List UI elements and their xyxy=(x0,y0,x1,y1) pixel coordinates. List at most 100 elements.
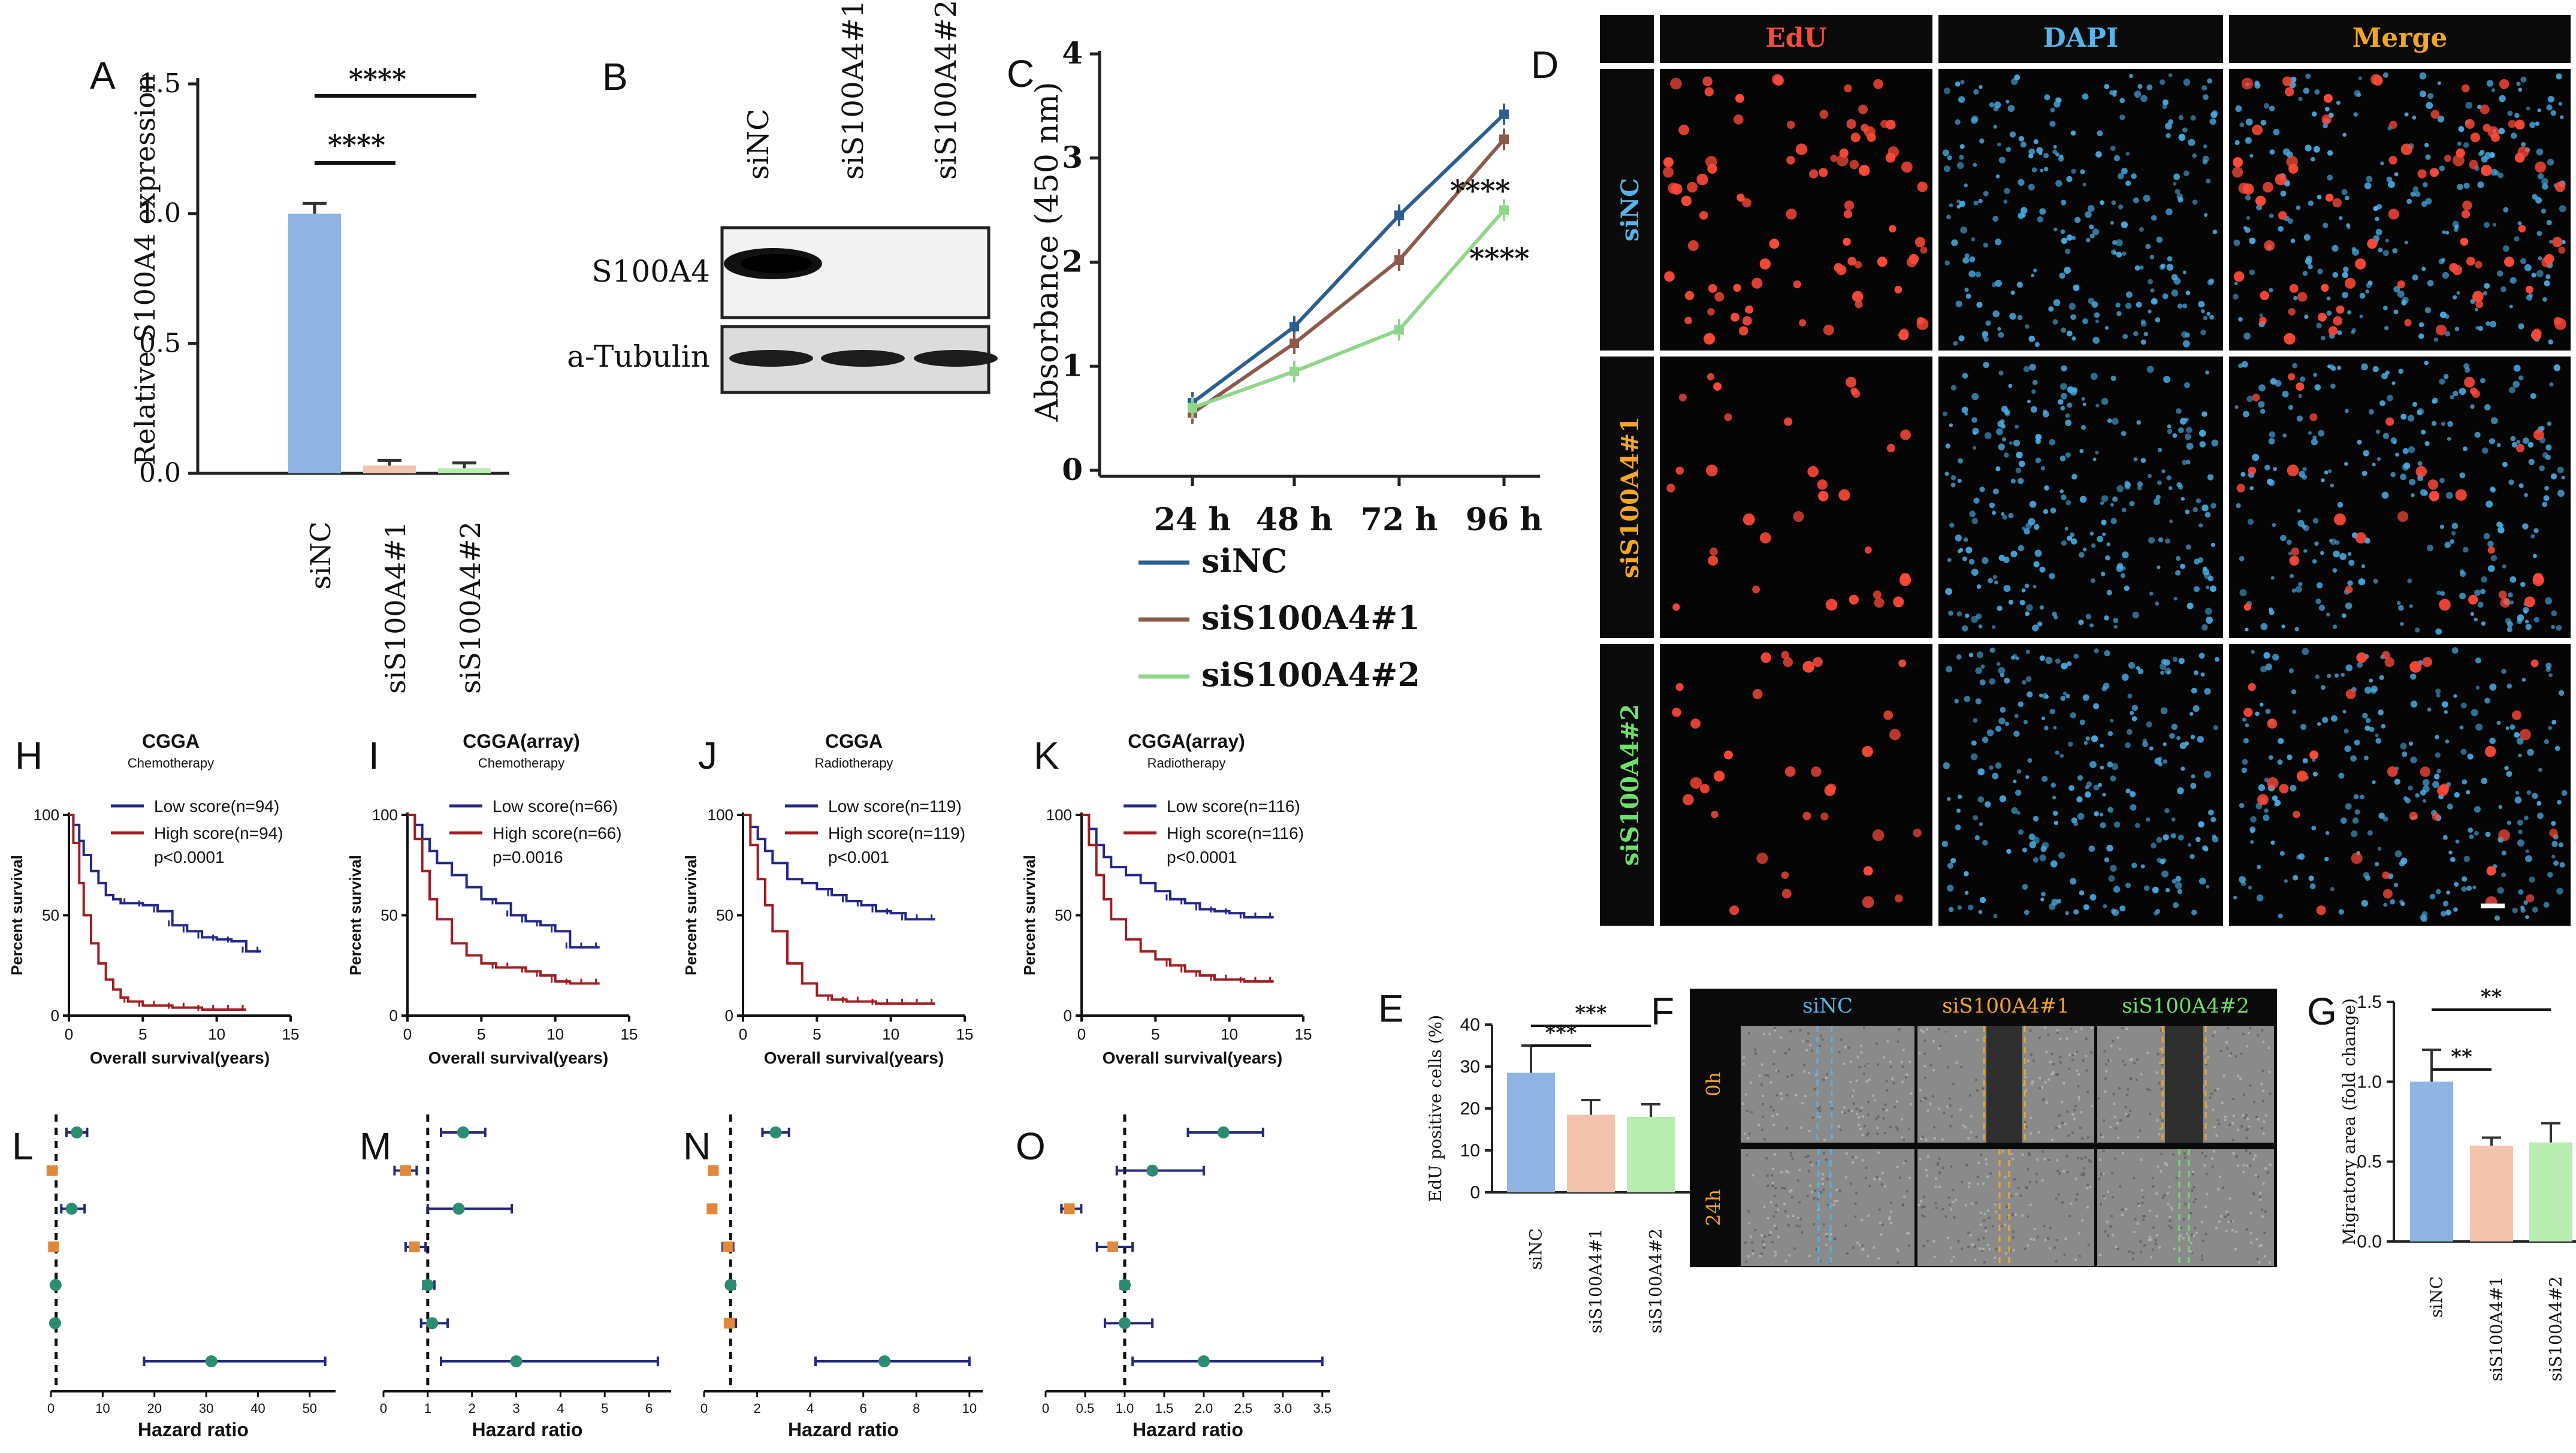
texture-speck xyxy=(2140,1189,2143,1192)
texture-speck xyxy=(2218,1221,2221,1223)
nucleus-dot xyxy=(2018,701,2024,708)
blot-band xyxy=(741,254,813,273)
nucleus-dot xyxy=(2202,159,2207,165)
nucleus-dot xyxy=(2150,288,2155,293)
nucleus-dot xyxy=(1962,257,1970,264)
texture-speck xyxy=(1889,1065,1892,1068)
row-label-cell xyxy=(1600,69,1654,351)
texture-speck xyxy=(2081,1137,2084,1140)
texture-speck xyxy=(2122,1060,2125,1063)
hr-point xyxy=(1146,1164,1159,1177)
sig-marker: *** xyxy=(1575,1001,1607,1025)
texture-speck xyxy=(2202,1085,2205,1088)
edu-dot xyxy=(2332,198,2342,208)
texture-speck xyxy=(1905,1190,1908,1193)
nucleus-dot xyxy=(2435,628,2442,635)
texture-speck xyxy=(1955,1061,1958,1064)
nucleus-dot xyxy=(2463,142,2469,148)
texture-speck xyxy=(1923,1065,1926,1068)
x-tick-label: siS100A4#1 xyxy=(1586,1228,1606,1333)
nucleus-dot xyxy=(2351,328,2357,333)
texture-speck xyxy=(1926,1239,1929,1242)
nucleus-dot xyxy=(2185,332,2190,338)
nucleus-dot xyxy=(2441,421,2445,427)
texture-speck xyxy=(2116,1036,2119,1039)
y-tick-label: 1.5 xyxy=(2357,992,2382,1012)
texture-speck xyxy=(2194,1227,2197,1230)
nucleus-dot xyxy=(2518,87,2523,92)
nucleus-dot xyxy=(1978,910,1983,914)
texture-speck xyxy=(1904,1160,1907,1163)
nucleus-dot xyxy=(2378,812,2385,819)
nucleus-dot xyxy=(2286,539,2292,545)
texture-speck xyxy=(1851,1095,1853,1098)
texture-speck xyxy=(2076,1069,2079,1072)
texture-speck xyxy=(1882,1224,1884,1227)
edu-dot xyxy=(2345,585,2353,594)
nucleus-dot xyxy=(1988,578,1994,584)
texture-speck xyxy=(2047,1078,2050,1081)
nucleus-dot xyxy=(2466,885,2472,891)
edu-dot xyxy=(1752,689,1763,699)
nucleus-dot xyxy=(2243,226,2248,230)
texture-speck xyxy=(2160,1152,2163,1155)
nucleus-dot xyxy=(1979,85,1983,89)
nucleus-dot xyxy=(2065,911,2069,916)
texture-speck xyxy=(2179,1234,2182,1237)
nucleus-dot xyxy=(2196,836,2201,842)
edu-dot xyxy=(2287,464,2299,476)
texture-speck xyxy=(1763,1138,1766,1141)
texture-speck xyxy=(1774,1029,1777,1032)
nucleus-dot xyxy=(2400,901,2405,907)
nucleus-dot xyxy=(2125,291,2133,298)
nucleus-dot xyxy=(2040,897,2045,902)
nucleus-dot xyxy=(2092,703,2100,709)
nucleus-dot xyxy=(1971,117,1978,124)
nucleus-dot xyxy=(2518,375,2524,380)
texture-speck xyxy=(1810,1163,1813,1166)
nucleus-dot xyxy=(2032,379,2038,385)
nucleus-dot xyxy=(2017,315,2023,321)
x-tick-label: 8 xyxy=(913,1401,920,1416)
nucleus-dot xyxy=(1971,393,1979,400)
edu-dot xyxy=(2355,532,2367,544)
nucleus-dot xyxy=(2201,624,2208,631)
nucleus-dot xyxy=(2079,449,2084,454)
texture-speck xyxy=(1808,1130,1811,1132)
nucleus-dot xyxy=(2105,555,2110,561)
nucleus-dot xyxy=(2070,130,2076,136)
nucleus-dot xyxy=(2410,673,2417,680)
texture-speck xyxy=(2089,1160,2092,1163)
edu-dot xyxy=(1874,597,1885,608)
nucleus-dot xyxy=(2157,448,2163,452)
nucleus-dot xyxy=(2557,800,2562,805)
texture-speck xyxy=(1976,1038,1979,1041)
nucleus-dot xyxy=(2065,419,2072,427)
texture-speck xyxy=(1969,1234,1972,1237)
x-tick-label: 50 xyxy=(303,1401,317,1416)
nucleus-dot xyxy=(2191,910,2197,916)
nucleus-dot xyxy=(2313,146,2320,153)
texture-speck xyxy=(1957,1240,1960,1243)
nucleus-dot xyxy=(2539,465,2545,472)
nucleus-dot xyxy=(2024,910,2030,916)
edu-dot xyxy=(2444,155,2451,162)
edu-dot xyxy=(2500,597,2511,608)
nucleus-dot xyxy=(2348,560,2355,566)
nucleus-dot xyxy=(2499,95,2506,102)
nucleus-dot xyxy=(1978,624,1983,629)
texture-speck xyxy=(2077,1232,2080,1235)
nucleus-dot xyxy=(1995,762,2002,769)
texture-speck xyxy=(2052,1063,2055,1066)
nucleus-dot xyxy=(2188,138,2196,146)
nucleus-dot xyxy=(2454,327,2460,331)
y-tick-label: 0 xyxy=(1064,1007,1072,1025)
sig-marker: ** xyxy=(2481,985,2502,1009)
nucleus-dot xyxy=(2140,319,2146,325)
texture-speck xyxy=(2228,1054,2231,1057)
texture-speck xyxy=(2071,1059,2074,1062)
nucleus-dot xyxy=(2424,441,2430,446)
nucleus-dot xyxy=(2212,836,2219,842)
edu-dot xyxy=(1713,382,1722,391)
edu-dot xyxy=(2293,811,2300,818)
